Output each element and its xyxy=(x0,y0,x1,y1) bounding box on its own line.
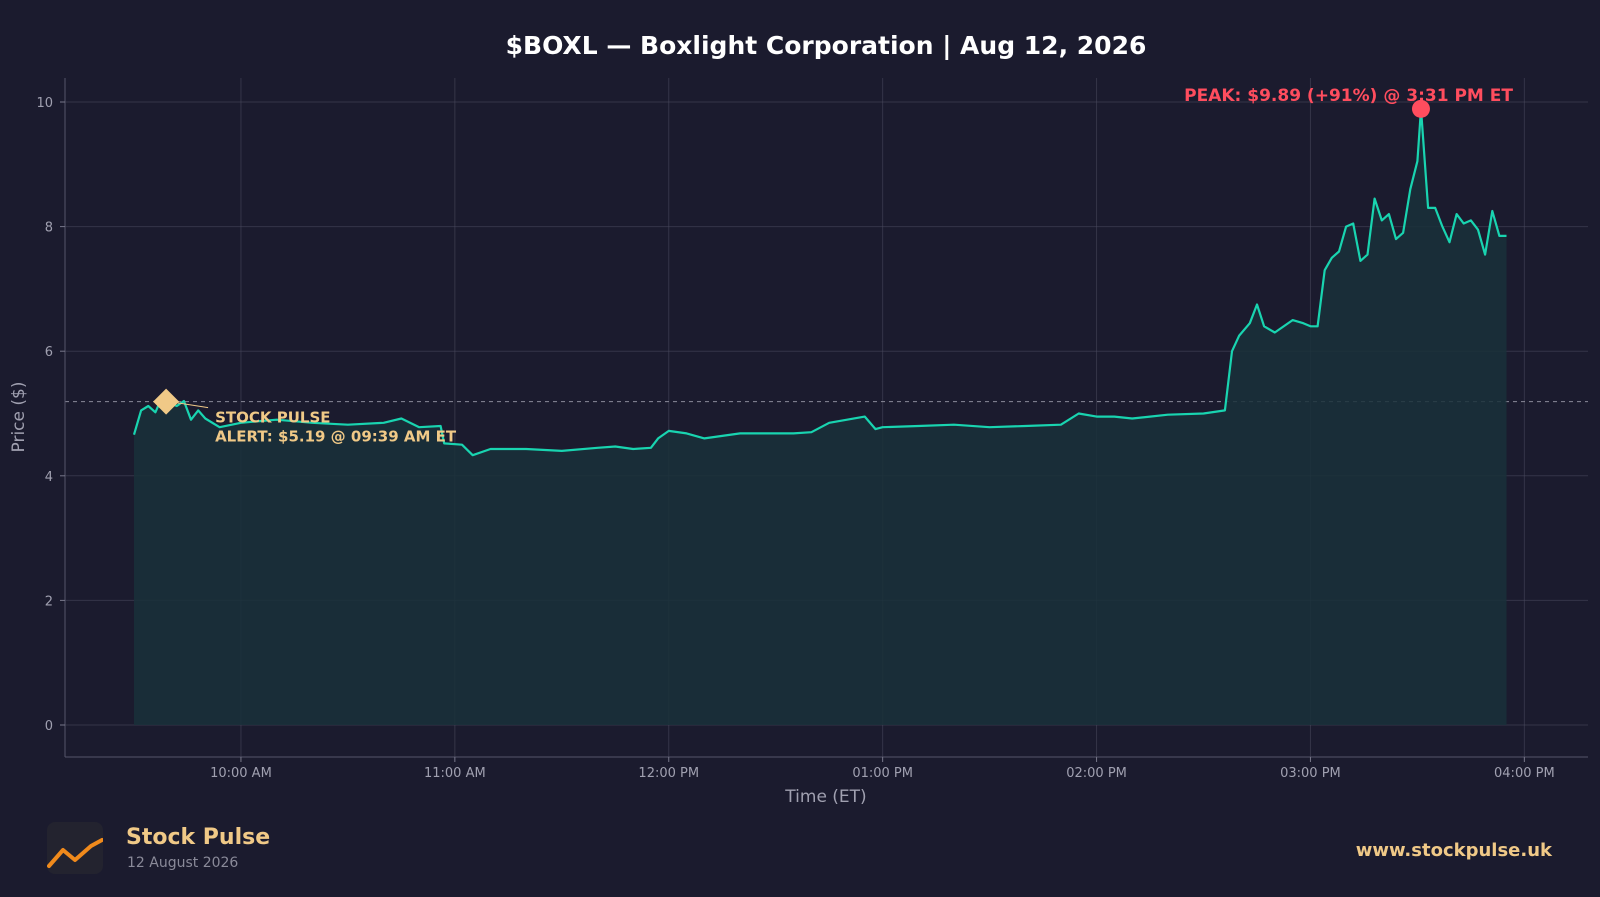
y-tick-label: 6 xyxy=(45,345,53,360)
footer-url[interactable]: www.stockpulse.uk xyxy=(1355,840,1552,861)
x-tick-label: 11:00 AM xyxy=(424,766,486,781)
x-tick-label: 03:00 PM xyxy=(1280,766,1341,781)
y-tick-label: 4 xyxy=(45,470,53,485)
chart-title: $BOXL — Boxlight Corporation | Aug 12, 2… xyxy=(506,31,1147,60)
peak-label: PEAK: $9.89 (+91%) @ 3:31 PM ET xyxy=(1184,86,1513,106)
chart-trend-icon xyxy=(47,838,104,868)
alert-label-line1: STOCK PULSE xyxy=(215,409,330,427)
x-tick-label: 01:00 PM xyxy=(852,766,913,781)
y-tick-label: 2 xyxy=(45,594,53,609)
x-tick-label: 04:00 PM xyxy=(1494,766,1555,781)
area-layer xyxy=(132,107,1507,725)
x-tick-label: 10:00 AM xyxy=(210,766,272,781)
y-tick-label: 8 xyxy=(45,221,53,236)
x-axis-label: Time (ET) xyxy=(784,787,866,807)
price-line xyxy=(132,107,1507,457)
alert-marker xyxy=(153,388,180,415)
y-tick-label: 0 xyxy=(45,719,53,734)
axis-layer: 0 2 4 6 8 10 10:00 AM 11:00 AM 12:00 PM 01:00 PM 0… xyxy=(36,78,1588,781)
footer-date: 12 August 2026 xyxy=(127,855,239,871)
x-tick-label: 12:00 PM xyxy=(638,766,699,781)
y-tick-label: 10 xyxy=(36,96,53,111)
alert-label-line2: ALERT: $5.19 @ 09:39 AM ET xyxy=(215,428,457,446)
brand-logo xyxy=(47,822,104,874)
annotation-layer: PEAK: $9.89 (+91%) @ 3:31 PM ET STOCK PUL… xyxy=(153,86,1513,446)
x-tick-label: 02:00 PM xyxy=(1066,766,1127,781)
peak-marker xyxy=(1411,99,1430,118)
alert-leader-line xyxy=(176,402,209,409)
y-axis-label: Price ($) xyxy=(9,382,29,453)
price-area-fill xyxy=(134,108,1507,725)
footer-brand: Stock Pulse xyxy=(126,825,271,850)
